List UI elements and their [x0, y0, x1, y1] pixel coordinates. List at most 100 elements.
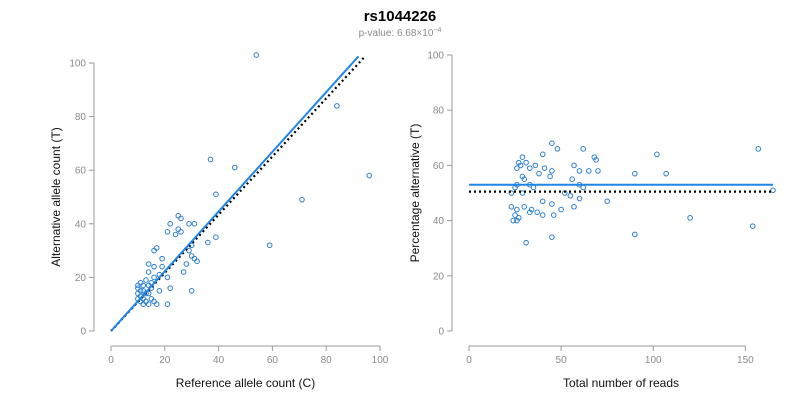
data-point [510, 217, 517, 224]
data-point [576, 168, 583, 174]
data-point [632, 170, 638, 177]
data-point [188, 288, 195, 294]
data-point [188, 253, 195, 259]
data-point [512, 212, 518, 218]
data-point [521, 204, 528, 210]
data-point [687, 215, 693, 221]
data-point [183, 261, 190, 267]
fit-line [110, 55, 360, 332]
data-point [527, 209, 533, 216]
data-point [539, 151, 546, 158]
data-point [164, 274, 171, 281]
x-tick-label: 60 [267, 355, 279, 366]
x-tick-label: 20 [159, 355, 171, 366]
data-point [571, 204, 577, 210]
y-tick-label: 0 [438, 327, 444, 338]
data-point [569, 176, 575, 182]
data-point [527, 165, 533, 171]
data-point [770, 187, 776, 194]
data-point [145, 301, 152, 308]
data-point [585, 168, 592, 174]
data-point [153, 245, 160, 251]
data-point [164, 229, 171, 235]
data-point [523, 159, 529, 166]
data-point [140, 282, 147, 289]
data-point [175, 226, 182, 232]
data-point [530, 184, 537, 191]
reference-line [110, 56, 365, 332]
data-point [159, 255, 165, 262]
data-point [604, 198, 610, 205]
p-value-exponent: −4 [433, 27, 441, 34]
x-tick-label: 80 [321, 355, 333, 366]
data-point [539, 198, 546, 205]
data-point [180, 269, 187, 275]
data-point [580, 146, 587, 152]
y-tick-label: 80 [433, 106, 445, 117]
data-point [541, 165, 548, 171]
data-point [593, 157, 599, 163]
data-point [514, 206, 520, 213]
data-point [135, 282, 141, 289]
data-point [536, 170, 542, 177]
data-point [207, 156, 214, 163]
data-point [549, 234, 555, 240]
data-point [299, 196, 305, 203]
data-point [153, 301, 160, 308]
data-point [514, 165, 520, 171]
data-point [534, 209, 540, 216]
y-axis-title: Percentage alternative (T) [408, 124, 422, 263]
figure-subtitle: p-value: 6.68×10−4 [359, 27, 442, 39]
p-value-label: p-value: 6.68×10 [359, 28, 434, 39]
data-point [521, 176, 528, 182]
data-point [514, 217, 520, 224]
data-point [186, 221, 192, 227]
data-point [175, 212, 182, 219]
data-point [151, 274, 157, 281]
x-axis-title: Reference allele count (C) [176, 376, 315, 390]
data-point [532, 162, 539, 169]
y-tick-label: 60 [433, 161, 445, 172]
data-point [755, 146, 762, 152]
data-point [654, 151, 660, 158]
x-tick-label: 50 [556, 355, 568, 366]
data-point [517, 162, 524, 169]
data-point [167, 285, 173, 291]
left-scatter-panel: 0 20 40 60 80 100 0 20 40 60 80 100 Reference allele… [49, 52, 389, 390]
y-axis-title: Alternative allele count (T) [49, 127, 63, 266]
data-point [186, 247, 192, 254]
x-tick-label: 0 [108, 355, 114, 366]
data-point [191, 221, 198, 227]
data-point [178, 229, 184, 235]
data-point [550, 212, 557, 218]
data-point [151, 298, 157, 305]
data-point [151, 263, 157, 270]
data-point [172, 231, 179, 238]
data-point [191, 255, 198, 262]
data-point [580, 184, 587, 191]
data-point [576, 195, 583, 202]
data-point [135, 290, 141, 297]
right-scatter-panel: 0 50 100 150 0 20 40 60 80 100 Total number of rea… [408, 51, 776, 390]
data-point [554, 146, 561, 152]
data-point [151, 247, 157, 254]
data-point [571, 162, 577, 169]
data-point [148, 296, 155, 302]
x-tick-label: 0 [466, 355, 472, 366]
y-tick-label: 0 [80, 327, 86, 338]
data-point [156, 288, 163, 294]
x-tick-label: 100 [372, 355, 389, 366]
y-tick-label: 60 [75, 166, 87, 177]
data-point [549, 168, 555, 174]
data-point [231, 164, 238, 171]
y-tick-label: 20 [433, 271, 445, 282]
data-point [632, 231, 638, 238]
data-point [663, 170, 669, 177]
data-point [137, 279, 144, 286]
data-point [164, 301, 171, 308]
data-point [523, 239, 529, 246]
x-tick-label: 40 [213, 355, 225, 366]
data-point [539, 212, 546, 218]
